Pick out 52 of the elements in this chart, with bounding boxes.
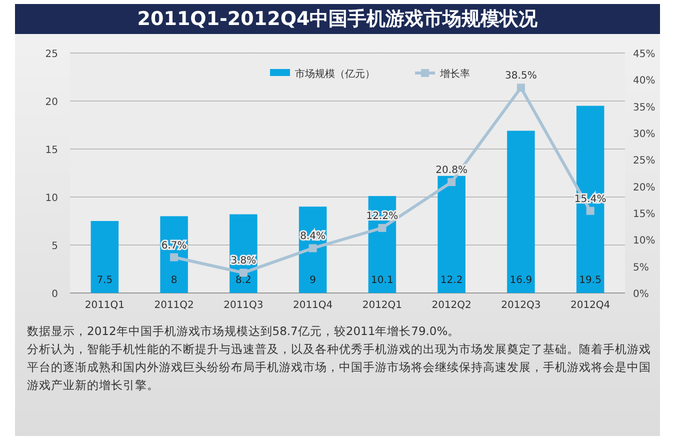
data-label: 3.8%: [230, 256, 256, 267]
bar: [507, 130, 535, 293]
x-tick-label: 2011Q2: [154, 300, 194, 311]
data-label: 10.1: [371, 275, 394, 286]
x-tick-label: 2011Q1: [84, 300, 125, 311]
data-label: 20.8%: [436, 165, 468, 176]
data-label: 6.7%: [161, 240, 187, 252]
text: 数据显示，2012年中国手机游戏市场规模达到58.7亿元，较2011年增长79.0%。: [27, 323, 461, 340]
x-tick-label: 2012Q1: [362, 300, 402, 311]
data-label: 12.2: [440, 275, 463, 286]
chart-title: 2011Q1-2012Q4中国手机游戏市场规模状况: [15, 4, 660, 34]
y-tick-label: 20: [45, 97, 58, 108]
data-label: 9: [310, 275, 316, 286]
y2-tick-label: 0%: [633, 289, 649, 300]
y2-tick-label: 25%: [633, 156, 656, 167]
y2-tick-label: 40%: [633, 76, 656, 87]
data-label: 8.4%: [300, 231, 326, 242]
x-tick-label: 2012Q2: [432, 300, 472, 311]
x-tick-label: 2012Q4: [570, 300, 610, 311]
y2-tick-label: 30%: [633, 129, 656, 140]
x-tick-label: 2012Q3: [501, 300, 541, 311]
y2-tick-label: 20%: [633, 182, 656, 194]
point: [378, 224, 386, 232]
point: [448, 178, 456, 186]
text: 分析认为，智能手机性能的不断提升与迅速普及，以及各种优秀手机游戏的出现为市场发展奠定了基础。随着手机游戏平台的逐渐成熟和国内外游戏巨头纷纷布局手机游戏市场，中国手游市场将会继续保持高速发展，手机游戏将会是中国游戏产业新的增长引擎。: [27, 341, 652, 394]
point: [308, 244, 317, 252]
bar: [90, 221, 119, 293]
y-tick-label: 25: [45, 49, 58, 60]
point: [516, 84, 525, 92]
data-label: 38.5%: [505, 70, 537, 82]
y2-tick-label: 10%: [633, 236, 656, 247]
y-tick-label: 5: [52, 241, 58, 252]
x-tick-label: 2011Q3: [224, 300, 264, 311]
data-label: 19.5: [579, 275, 602, 286]
data-label: 16.9: [510, 275, 532, 286]
x-tick-label: 2011Q4: [292, 300, 333, 311]
y2-tick-label: 15%: [633, 209, 656, 220]
y2-tick-label: 35%: [633, 102, 656, 114]
legend-label: 增长率: [439, 68, 470, 80]
y2-tick-label: 5%: [633, 262, 649, 274]
y-tick-label: 10: [45, 193, 58, 204]
y-tick-label: 15: [45, 145, 58, 156]
point: [170, 253, 178, 262]
point: [586, 206, 594, 215]
data-label: 8: [170, 275, 178, 286]
bar: [438, 176, 466, 293]
bar: [576, 106, 604, 293]
y2-tick-label: 45%: [633, 49, 656, 60]
legend-label: 市场规模（亿元）: [295, 68, 375, 80]
data-label: 8.2: [235, 275, 252, 286]
y-tick-label: 0: [52, 289, 58, 300]
data-label: 7.5: [96, 275, 113, 286]
